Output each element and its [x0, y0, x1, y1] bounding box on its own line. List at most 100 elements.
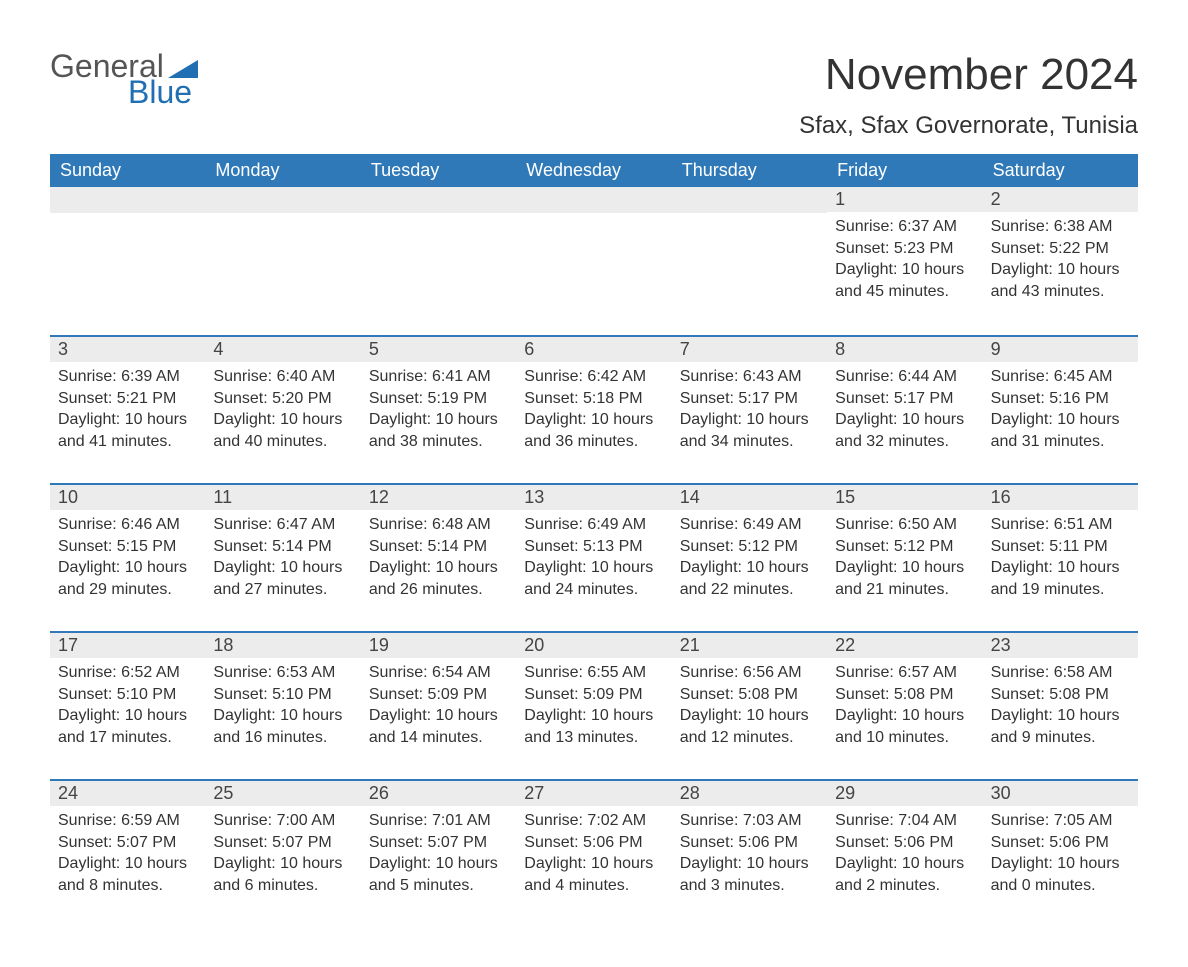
daylight-text: Daylight: 10 hours and 16 minutes. [213, 705, 352, 748]
day-data: Sunrise: 6:57 AMSunset: 5:08 PMDaylight:… [827, 658, 982, 764]
daylight-text: Daylight: 10 hours and 32 minutes. [835, 409, 974, 452]
day-number: 1 [827, 187, 982, 212]
sunset-text: Sunset: 5:08 PM [991, 684, 1130, 706]
calendar-cell: 20Sunrise: 6:55 AMSunset: 5:09 PMDayligh… [516, 633, 671, 779]
day-data: Sunrise: 6:42 AMSunset: 5:18 PMDaylight:… [516, 362, 671, 468]
day-number [50, 187, 205, 213]
day-data: Sunrise: 6:47 AMSunset: 5:14 PMDaylight:… [205, 510, 360, 616]
sunrise-text: Sunrise: 6:51 AM [991, 514, 1130, 536]
calendar-cell: 5Sunrise: 6:41 AMSunset: 5:19 PMDaylight… [361, 337, 516, 483]
sunrise-text: Sunrise: 6:38 AM [991, 216, 1130, 238]
weekday-header: Friday [827, 154, 982, 187]
day-data: Sunrise: 6:53 AMSunset: 5:10 PMDaylight:… [205, 658, 360, 764]
calendar-cell: 4Sunrise: 6:40 AMSunset: 5:20 PMDaylight… [205, 337, 360, 483]
day-number: 3 [50, 337, 205, 362]
sunset-text: Sunset: 5:10 PM [58, 684, 197, 706]
day-data: Sunrise: 6:37 AMSunset: 5:23 PMDaylight:… [827, 212, 982, 318]
sunrise-text: Sunrise: 6:56 AM [680, 662, 819, 684]
sunrise-text: Sunrise: 6:52 AM [58, 662, 197, 684]
day-number: 17 [50, 633, 205, 658]
calendar-cell: 18Sunrise: 6:53 AMSunset: 5:10 PMDayligh… [205, 633, 360, 779]
day-data: Sunrise: 7:03 AMSunset: 5:06 PMDaylight:… [672, 806, 827, 912]
daylight-text: Daylight: 10 hours and 26 minutes. [369, 557, 508, 600]
daylight-text: Daylight: 10 hours and 0 minutes. [991, 853, 1130, 896]
calendar-cell: 30Sunrise: 7:05 AMSunset: 5:06 PMDayligh… [983, 781, 1138, 927]
weekday-header: Tuesday [361, 154, 516, 187]
sunrise-text: Sunrise: 6:47 AM [213, 514, 352, 536]
logo: General Blue [50, 50, 198, 108]
calendar-cell [672, 187, 827, 335]
calendar-cell: 3Sunrise: 6:39 AMSunset: 5:21 PMDaylight… [50, 337, 205, 483]
calendar-cell [516, 187, 671, 335]
sunrise-text: Sunrise: 6:43 AM [680, 366, 819, 388]
sunset-text: Sunset: 5:09 PM [524, 684, 663, 706]
day-number: 13 [516, 485, 671, 510]
sunset-text: Sunset: 5:12 PM [835, 536, 974, 558]
day-data: Sunrise: 6:46 AMSunset: 5:15 PMDaylight:… [50, 510, 205, 616]
weekday-header: Sunday [50, 154, 205, 187]
daylight-text: Daylight: 10 hours and 36 minutes. [524, 409, 663, 452]
calendar-cell: 1Sunrise: 6:37 AMSunset: 5:23 PMDaylight… [827, 187, 982, 335]
day-data: Sunrise: 7:04 AMSunset: 5:06 PMDaylight:… [827, 806, 982, 912]
daylight-text: Daylight: 10 hours and 24 minutes. [524, 557, 663, 600]
calendar-week: 10Sunrise: 6:46 AMSunset: 5:15 PMDayligh… [50, 483, 1138, 631]
calendar-cell: 8Sunrise: 6:44 AMSunset: 5:17 PMDaylight… [827, 337, 982, 483]
calendar-week: 17 Sunrise: 6:52 AMSunset: 5:10 PM Dayligh… [50, 631, 1138, 779]
calendar-cell: 22Sunrise: 6:57 AMSunset: 5:08 PMDayligh… [827, 633, 982, 779]
day-number: 14 [672, 485, 827, 510]
day-number [672, 187, 827, 213]
calendar-cell [205, 187, 360, 335]
sunrise-text: Sunrise: 7:02 AM [524, 810, 663, 832]
sunset-text: Sunset: 5:06 PM [835, 832, 974, 854]
day-number: 2 [983, 187, 1138, 212]
day-number [361, 187, 516, 213]
sunrise-text: Sunrise: 6:44 AM [835, 366, 974, 388]
calendar-cell: 2Sunrise: 6:38 AMSunset: 5:22 PMDaylight… [983, 187, 1138, 335]
sunrise-text: Sunrise: 6:37 AM [835, 216, 974, 238]
sunrise-text: Sunrise: 7:00 AM [213, 810, 352, 832]
daylight-text: Daylight: 10 hours and 45 minutes. [835, 259, 974, 302]
sunrise-text: Sunrise: 6:42 AM [524, 366, 663, 388]
sunrise-text: Sunrise: 6:41 AM [369, 366, 508, 388]
calendar-header-row: Sunday Monday Tuesday Wednesday Thursday… [50, 154, 1138, 187]
sunset-text: Sunset: 5:13 PM [524, 536, 663, 558]
calendar-cell: 26Sunrise: 7:01 AMSunset: 5:07 PMDayligh… [361, 781, 516, 927]
sunrise-text: Sunrise: 6:58 AM [991, 662, 1130, 684]
day-number: 4 [205, 337, 360, 362]
day-data: Sunrise: 7:00 AMSunset: 5:07 PMDaylight:… [205, 806, 360, 912]
calendar-cell: 12Sunrise: 6:48 AMSunset: 5:14 PMDayligh… [361, 485, 516, 631]
daylight-text: Daylight: 10 hours and 2 minutes. [835, 853, 974, 896]
day-data: Sunrise: 7:02 AMSunset: 5:06 PMDaylight:… [516, 806, 671, 912]
day-number: 11 [205, 485, 360, 510]
sunrise-text: Sunrise: 7:04 AM [835, 810, 974, 832]
calendar-cell: 24Sunrise: 6:59 AMSunset: 5:07 PMDayligh… [50, 781, 205, 927]
day-number: 16 [983, 485, 1138, 510]
sunrise-text: Sunrise: 6:46 AM [58, 514, 197, 536]
day-data: Sunrise: 6:58 AMSunset: 5:08 PMDaylight:… [983, 658, 1138, 764]
day-number: 29 [827, 781, 982, 806]
day-data: Sunrise: 6:49 AMSunset: 5:12 PMDaylight:… [672, 510, 827, 616]
calendar: Sunday Monday Tuesday Wednesday Thursday… [50, 154, 1138, 927]
sunset-text: Sunset: 5:06 PM [524, 832, 663, 854]
day-number: 22 [827, 633, 982, 658]
calendar-cell: 14Sunrise: 6:49 AMSunset: 5:12 PMDayligh… [672, 485, 827, 631]
day-data: Sunrise: 6:44 AMSunset: 5:17 PMDaylight:… [827, 362, 982, 468]
day-data: Sunrise: 6:50 AMSunset: 5:12 PMDaylight:… [827, 510, 982, 616]
sunrise-text: Sunrise: 6:45 AM [991, 366, 1130, 388]
day-number: 25 [205, 781, 360, 806]
calendar-week: 3Sunrise: 6:39 AMSunset: 5:21 PMDaylight… [50, 335, 1138, 483]
day-data: Sunrise: 7:05 AMSunset: 5:06 PMDaylight:… [983, 806, 1138, 912]
sunrise-text: Sunrise: 6:59 AM [58, 810, 197, 832]
calendar-week: 1Sunrise: 6:37 AMSunset: 5:23 PMDaylight… [50, 187, 1138, 335]
daylight-text: Daylight: 10 hours and 31 minutes. [991, 409, 1130, 452]
calendar-cell: 16Sunrise: 6:51 AMSunset: 5:11 PMDayligh… [983, 485, 1138, 631]
sunrise-text: Sunrise: 6:50 AM [835, 514, 974, 536]
sunset-text: Sunset: 5:09 PM [369, 684, 508, 706]
daylight-text: Daylight: 10 hours and 9 minutes. [991, 705, 1130, 748]
calendar-cell: 28Sunrise: 7:03 AMSunset: 5:06 PMDayligh… [672, 781, 827, 927]
sunset-text: Sunset: 5:12 PM [680, 536, 819, 558]
day-number: 12 [361, 485, 516, 510]
sunset-text: Sunset: 5:07 PM [369, 832, 508, 854]
day-number [516, 187, 671, 213]
calendar-cell: 15Sunrise: 6:50 AMSunset: 5:12 PMDayligh… [827, 485, 982, 631]
